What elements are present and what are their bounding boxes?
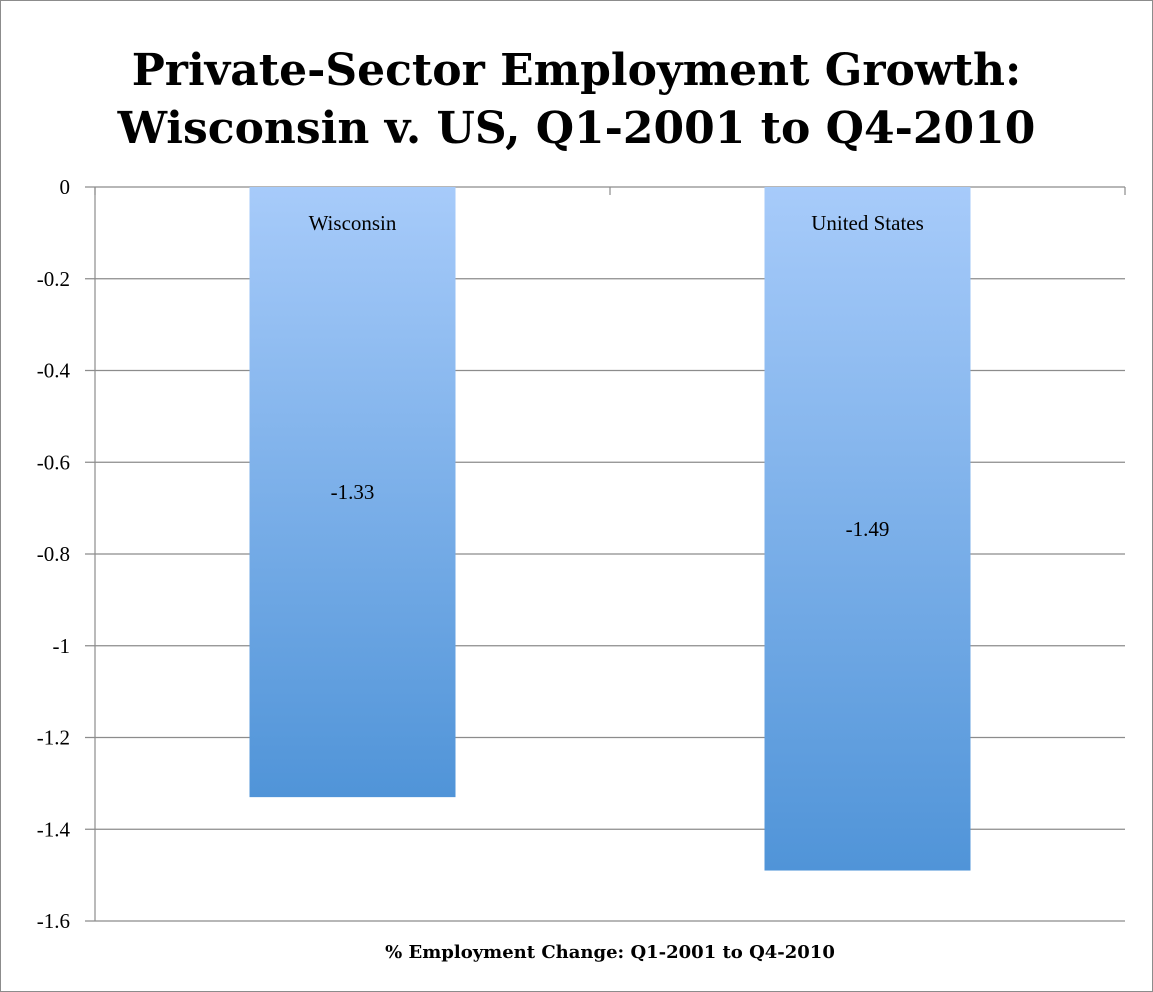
y-tick-label: 0: [60, 175, 71, 199]
category-label: United States: [811, 211, 924, 235]
data-label: -1.49: [846, 517, 890, 541]
y-tick-label: -1.4: [37, 817, 71, 841]
bar-united-states: [764, 187, 971, 871]
y-tick-label: -1.2: [37, 726, 70, 750]
y-tick-label: -0.4: [37, 359, 71, 383]
chart-title: Private-Sector Employment Growth: Wiscon…: [0, 42, 1153, 158]
data-label: -1.33: [331, 480, 375, 504]
chart-title-line-2: Wisconsin v. US, Q1-2001 to Q4-2010: [117, 103, 1036, 154]
y-tick-label: -0.2: [37, 267, 70, 291]
y-axis-ticks: 0 -0.2 -0.4 -0.6 -0.8 -1 -1.2 -1.4 -1.6: [37, 175, 71, 933]
bar-wisconsin: [249, 187, 456, 798]
chart-title-line-1: Private-Sector Employment Growth:: [131, 45, 1022, 96]
category-label: Wisconsin: [309, 211, 397, 235]
y-tick-label: -0.8: [37, 542, 70, 566]
y-tick-label: -1: [53, 634, 71, 658]
labels: Wisconsin -1.33 United States -1.49: [309, 211, 924, 541]
y-tick-label: -1.6: [37, 909, 70, 933]
bars: [249, 187, 971, 871]
x-axis-label: % Employment Change: Q1-2001 to Q4-2010: [385, 942, 835, 963]
y-tick-label: -0.6: [37, 450, 70, 474]
